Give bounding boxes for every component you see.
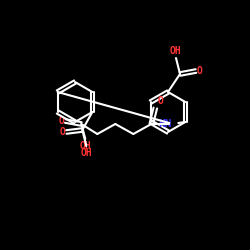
Text: OH: OH xyxy=(80,141,91,151)
Text: O: O xyxy=(157,96,163,106)
Text: OH: OH xyxy=(170,46,182,56)
Text: O: O xyxy=(197,66,203,76)
Text: O: O xyxy=(60,127,65,137)
Text: O: O xyxy=(58,116,64,126)
Text: HN: HN xyxy=(158,119,171,129)
Text: OH: OH xyxy=(80,148,92,158)
